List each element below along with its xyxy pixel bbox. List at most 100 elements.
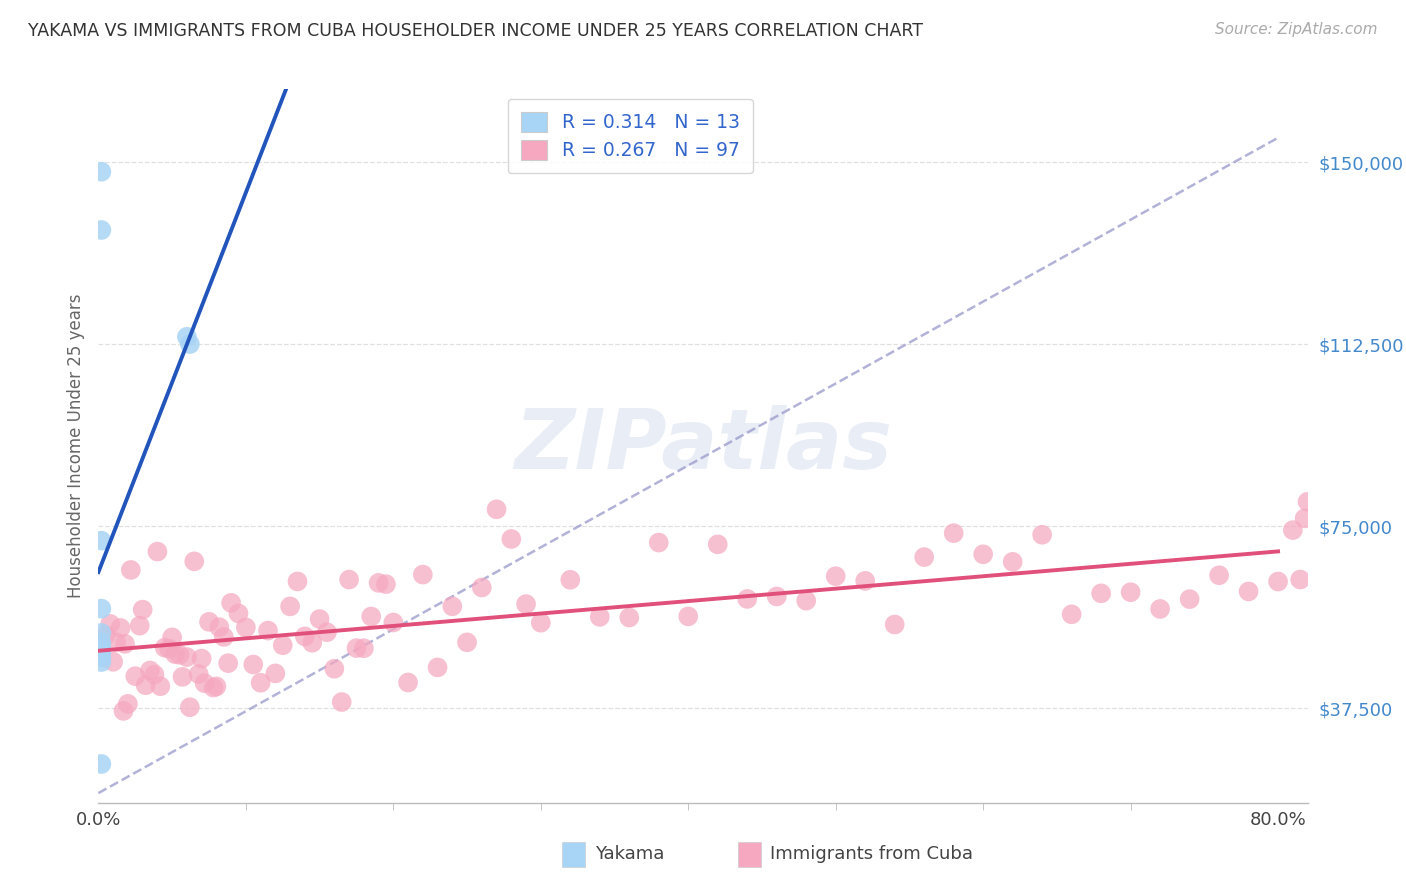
- Point: [94, 628, 117, 642]
- Text: YAKAMA VS IMMIGRANTS FROM CUBA HOUSEHOLDER INCOME UNDER 25 YEARS CORRELATION CHA: YAKAMA VS IMMIGRANTS FROM CUBA HOUSEHOLD…: [28, 22, 924, 40]
- Point: [330, 695, 353, 709]
- Point: [1001, 555, 1024, 569]
- Point: [287, 574, 309, 589]
- Point: [337, 573, 360, 587]
- Point: [794, 593, 817, 607]
- Point: [485, 502, 508, 516]
- Point: [242, 657, 264, 672]
- Y-axis label: Householder Income Under 25 years: Householder Income Under 25 years: [66, 293, 84, 599]
- Point: [301, 636, 323, 650]
- Point: [1178, 592, 1201, 607]
- Point: [1208, 568, 1230, 582]
- Point: [1031, 528, 1053, 542]
- Text: Source: ZipAtlas.com: Source: ZipAtlas.com: [1215, 22, 1378, 37]
- Point: [90, 601, 112, 615]
- Point: [149, 679, 172, 693]
- Point: [257, 624, 280, 638]
- Point: [530, 615, 553, 630]
- Point: [382, 615, 405, 630]
- Point: [375, 577, 398, 591]
- Point: [735, 591, 758, 606]
- Point: [219, 596, 242, 610]
- Point: [90, 635, 112, 649]
- Point: [560, 573, 582, 587]
- Point: [135, 678, 157, 692]
- Point: [426, 660, 449, 674]
- Point: [202, 681, 225, 695]
- Point: [294, 629, 316, 643]
- Point: [678, 609, 700, 624]
- Point: [619, 610, 641, 624]
- Point: [853, 574, 876, 588]
- Point: [278, 599, 301, 614]
- Point: [1237, 584, 1260, 599]
- Point: [90, 626, 112, 640]
- Point: [456, 635, 478, 649]
- Point: [396, 675, 419, 690]
- Point: [648, 535, 671, 549]
- Point: [249, 675, 271, 690]
- Point: [112, 704, 135, 718]
- Point: [1267, 574, 1289, 589]
- Point: [157, 641, 180, 656]
- Point: [90, 645, 112, 659]
- Point: [765, 590, 787, 604]
- Point: [883, 617, 905, 632]
- Point: [139, 664, 162, 678]
- Point: [912, 550, 935, 565]
- Point: [515, 597, 537, 611]
- Point: [194, 676, 217, 690]
- Point: [187, 667, 209, 681]
- Point: [942, 526, 965, 541]
- Point: [1282, 523, 1305, 537]
- Point: [316, 625, 339, 640]
- Point: [208, 620, 231, 634]
- Point: [235, 620, 257, 634]
- Point: [360, 609, 382, 624]
- Point: [169, 648, 191, 662]
- Point: [110, 621, 132, 635]
- Point: [308, 612, 330, 626]
- Point: [183, 554, 205, 568]
- Point: [165, 647, 187, 661]
- Point: [128, 618, 150, 632]
- Point: [143, 667, 166, 681]
- Point: [1149, 602, 1171, 616]
- Point: [160, 631, 183, 645]
- Point: [972, 547, 994, 561]
- Point: [1294, 511, 1316, 525]
- Point: [706, 537, 728, 551]
- Point: [120, 563, 142, 577]
- Point: [90, 223, 112, 237]
- Point: [146, 544, 169, 558]
- Point: [101, 655, 124, 669]
- Point: [1296, 495, 1319, 509]
- Point: [176, 650, 198, 665]
- Point: [323, 662, 346, 676]
- Point: [172, 670, 194, 684]
- Point: [501, 532, 523, 546]
- Point: [124, 669, 146, 683]
- Point: [190, 651, 212, 665]
- Point: [179, 337, 201, 351]
- Point: [90, 640, 112, 655]
- Point: [271, 638, 294, 652]
- Point: [1289, 573, 1312, 587]
- Point: [217, 656, 239, 670]
- Point: [90, 655, 112, 669]
- Point: [153, 640, 176, 655]
- Point: [367, 575, 389, 590]
- Text: Immigrants from Cuba: Immigrants from Cuba: [770, 845, 973, 863]
- Point: [114, 637, 136, 651]
- Point: [346, 641, 368, 656]
- Point: [176, 330, 198, 344]
- Point: [198, 615, 221, 629]
- Legend: R = 0.314   N = 13, R = 0.267   N = 97: R = 0.314 N = 13, R = 0.267 N = 97: [508, 99, 754, 173]
- Text: ZIPatlas: ZIPatlas: [515, 406, 891, 486]
- Point: [824, 569, 846, 583]
- Point: [1119, 585, 1142, 599]
- Point: [205, 679, 228, 693]
- Point: [589, 610, 612, 624]
- Point: [1060, 607, 1083, 622]
- Point: [353, 641, 375, 656]
